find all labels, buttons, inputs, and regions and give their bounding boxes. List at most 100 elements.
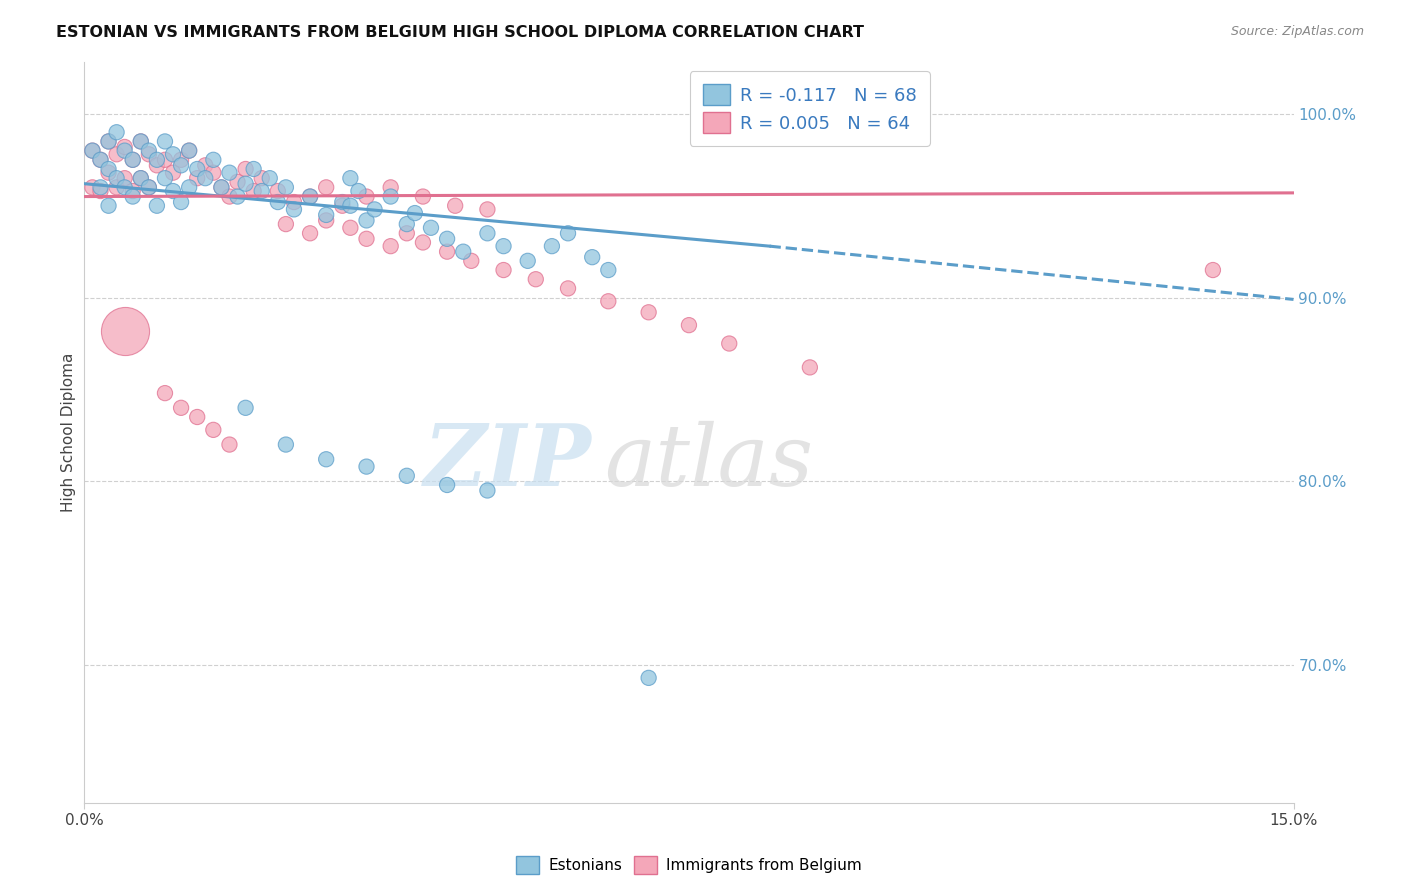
Point xyxy=(283,195,305,210)
Point xyxy=(315,452,337,467)
Point xyxy=(267,184,290,198)
Point xyxy=(315,208,337,222)
Point xyxy=(339,199,361,213)
Point xyxy=(121,153,143,167)
Point xyxy=(436,232,458,246)
Point xyxy=(170,153,193,167)
Text: atlas: atlas xyxy=(605,421,814,504)
Point xyxy=(179,180,201,194)
Point xyxy=(678,318,700,333)
Point xyxy=(129,135,152,149)
Point xyxy=(121,153,143,167)
Point xyxy=(89,180,111,194)
Point xyxy=(356,189,378,203)
Point xyxy=(114,140,136,154)
Point xyxy=(235,401,257,415)
Point xyxy=(138,147,160,161)
Point xyxy=(283,202,305,217)
Point xyxy=(153,171,176,186)
Point xyxy=(460,253,482,268)
Point xyxy=(153,153,176,167)
Point xyxy=(274,217,297,231)
Point xyxy=(436,244,458,259)
Point xyxy=(218,189,240,203)
Point xyxy=(259,171,281,186)
Point xyxy=(186,171,208,186)
Point xyxy=(420,220,443,235)
Point xyxy=(477,227,499,241)
Point xyxy=(299,189,322,203)
Point xyxy=(477,483,499,498)
Point xyxy=(186,409,208,424)
Point xyxy=(557,281,579,295)
Point xyxy=(451,244,474,259)
Point xyxy=(412,235,434,250)
Point xyxy=(524,272,547,286)
Point xyxy=(380,239,402,253)
Point xyxy=(404,206,426,220)
Point xyxy=(97,161,120,176)
Point xyxy=(202,153,225,167)
Point xyxy=(162,147,184,161)
Point xyxy=(170,401,193,415)
Point xyxy=(162,184,184,198)
Point xyxy=(235,177,257,191)
Point xyxy=(380,180,402,194)
Point xyxy=(114,324,136,338)
Text: Source: ZipAtlas.com: Source: ZipAtlas.com xyxy=(1230,25,1364,38)
Point xyxy=(121,184,143,198)
Point xyxy=(114,144,136,158)
Point xyxy=(218,437,240,451)
Point xyxy=(637,671,659,685)
Point xyxy=(82,180,104,194)
Point xyxy=(477,202,499,217)
Point xyxy=(274,180,297,194)
Point xyxy=(330,195,353,210)
Point xyxy=(153,135,176,149)
Point xyxy=(218,166,240,180)
Point xyxy=(226,189,249,203)
Point xyxy=(799,360,821,375)
Point xyxy=(146,158,169,172)
Point xyxy=(235,161,257,176)
Y-axis label: High School Diploma: High School Diploma xyxy=(60,353,76,512)
Point xyxy=(186,161,208,176)
Point xyxy=(637,305,659,319)
Point xyxy=(395,227,418,241)
Point xyxy=(146,153,169,167)
Point xyxy=(339,220,361,235)
Point xyxy=(412,189,434,203)
Point xyxy=(146,199,169,213)
Point xyxy=(97,166,120,180)
Point xyxy=(436,478,458,492)
Point xyxy=(170,195,193,210)
Text: ZIP: ZIP xyxy=(425,420,592,504)
Point xyxy=(250,171,273,186)
Point xyxy=(356,232,378,246)
Legend: Estonians, Immigrants from Belgium: Estonians, Immigrants from Belgium xyxy=(510,850,868,880)
Point xyxy=(162,166,184,180)
Point xyxy=(129,171,152,186)
Text: ESTONIAN VS IMMIGRANTS FROM BELGIUM HIGH SCHOOL DIPLOMA CORRELATION CHART: ESTONIAN VS IMMIGRANTS FROM BELGIUM HIGH… xyxy=(56,25,865,40)
Point xyxy=(347,184,370,198)
Point xyxy=(82,144,104,158)
Point xyxy=(315,213,337,227)
Point xyxy=(444,199,467,213)
Point xyxy=(380,189,402,203)
Point xyxy=(598,294,620,309)
Point xyxy=(492,263,515,277)
Point xyxy=(114,171,136,186)
Point xyxy=(105,171,128,186)
Point xyxy=(82,144,104,158)
Point xyxy=(315,180,337,194)
Point xyxy=(363,202,385,217)
Point xyxy=(598,263,620,277)
Point xyxy=(516,253,538,268)
Point xyxy=(105,147,128,161)
Point xyxy=(242,161,264,176)
Point xyxy=(179,144,201,158)
Point xyxy=(209,180,232,194)
Point xyxy=(541,239,564,253)
Point xyxy=(121,189,143,203)
Point xyxy=(89,153,111,167)
